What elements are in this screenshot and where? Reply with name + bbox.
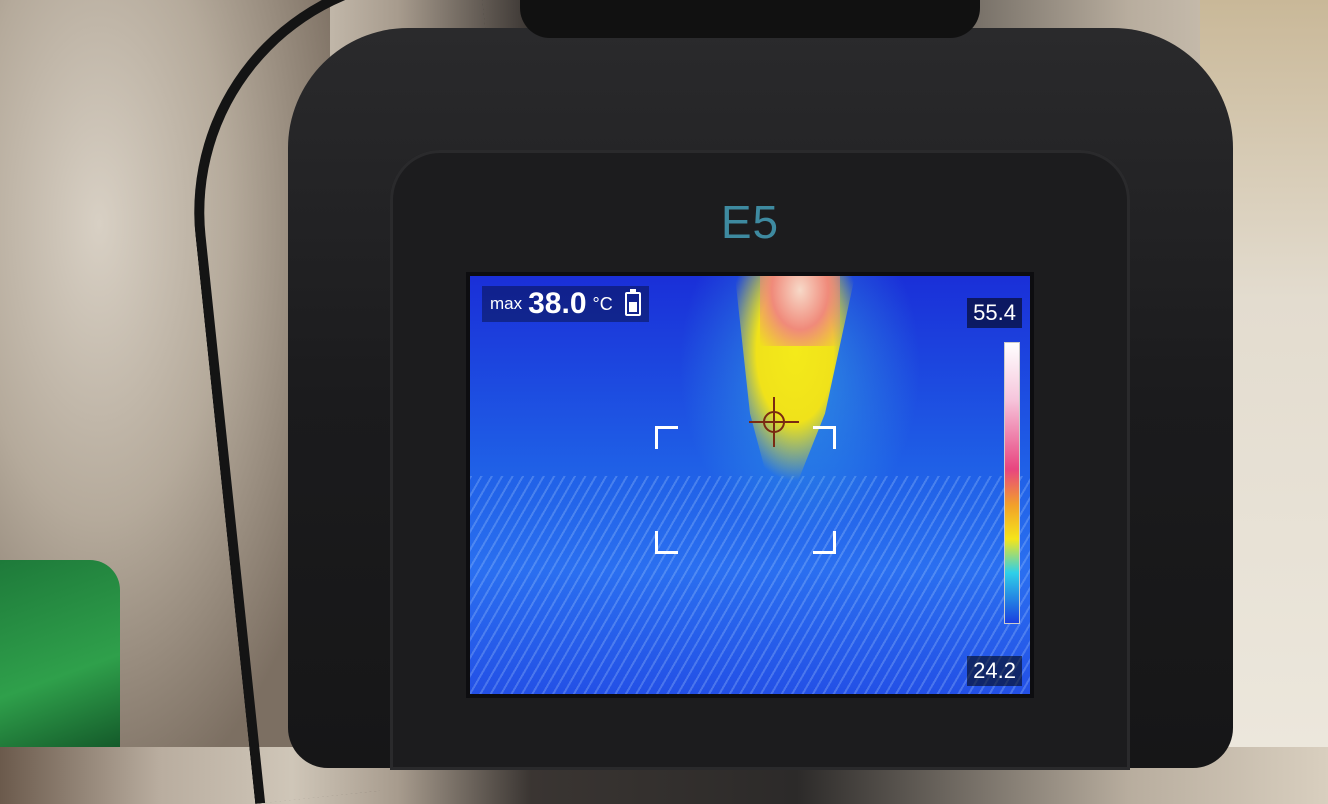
background-circuit-board [0, 560, 120, 747]
scale-min-value: 24.2 [967, 656, 1022, 686]
measurement-bracket-bottom-right [813, 531, 836, 554]
color-scale-bar [1004, 342, 1020, 624]
thermal-screen: max 38.0 °C 55.4 24.2 [466, 272, 1034, 698]
measurement-bracket-bottom-left [655, 531, 678, 554]
battery-icon [624, 289, 641, 316]
max-temperature-readout: max 38.0 °C [482, 286, 649, 322]
thermal-hottest-region [760, 276, 840, 346]
measurement-bracket-top-left [655, 426, 678, 449]
max-label: max [490, 294, 523, 313]
max-unit: °C [592, 293, 613, 314]
camera-top-housing [520, 0, 980, 38]
crosshair-icon [749, 397, 799, 447]
measurement-bracket-top-right [813, 426, 836, 449]
model-label: E5 [720, 196, 780, 248]
max-value: 38.0 [528, 287, 587, 320]
scale-max-value: 55.4 [967, 298, 1022, 328]
